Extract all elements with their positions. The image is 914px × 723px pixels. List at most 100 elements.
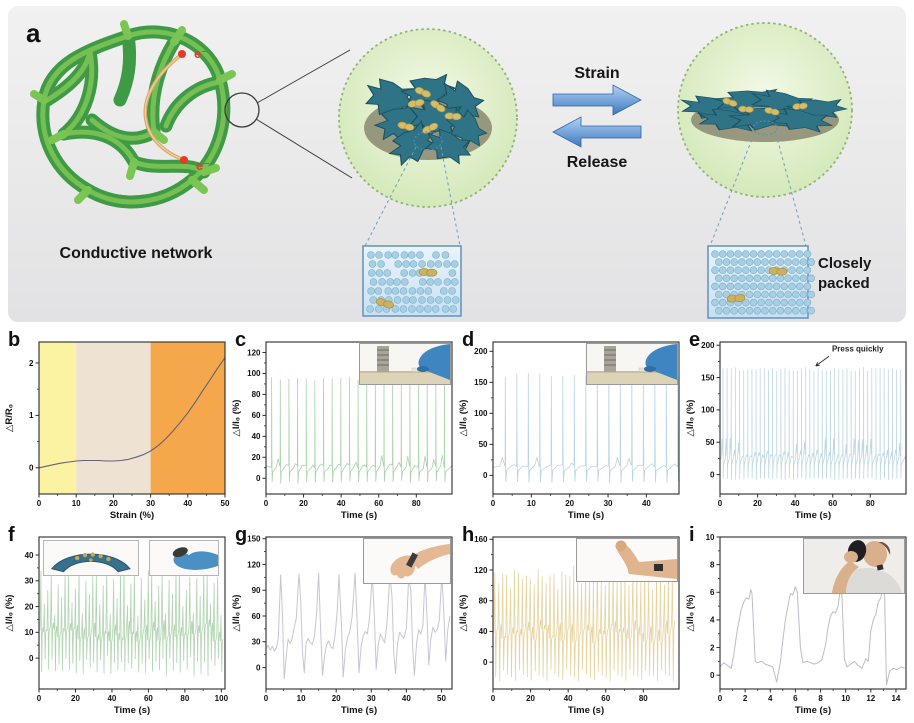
panel-d-plot-frame	[492, 341, 680, 495]
panel-e-ylabel: △I/I₀ (%)	[685, 400, 696, 437]
packed-sphere	[784, 290, 792, 299]
panel-i-y-tick: 0	[710, 671, 715, 680]
panel-i-trace	[720, 586, 905, 686]
panel-c-y-tick: 80	[252, 390, 261, 399]
panel-d-chart: 0 10 20 30 40 0 50 100 150 200 Time (s) △I/I₀ (%)	[458, 341, 680, 521]
panel-f-y-tick: 40	[25, 551, 34, 560]
inset-photo-drinking	[803, 538, 905, 594]
packed-sphere	[726, 250, 735, 258]
packed-sphere	[788, 266, 796, 275]
packed-sphere	[711, 298, 719, 307]
panel-b-x-tick: 20	[109, 499, 118, 508]
packed-sphere	[757, 266, 766, 275]
panel-d-y-tick: 150	[474, 378, 488, 387]
panel-f-xlabel: Time (s)	[114, 705, 150, 716]
packed-sphere	[745, 306, 754, 315]
packed-sphere	[718, 298, 727, 307]
packed-sphere	[780, 298, 789, 307]
panel-d-y-tick: 100	[474, 409, 488, 418]
packed-sphere	[791, 258, 800, 266]
table-surface	[360, 371, 450, 384]
packed-sphere	[391, 305, 400, 313]
packed-sphere	[443, 260, 451, 268]
fist	[615, 540, 627, 552]
packed-sphere	[757, 298, 766, 307]
packed-sphere	[714, 290, 723, 299]
panel-h-y-tick: 120	[474, 566, 488, 575]
panel-g-y-tick: 150	[247, 535, 261, 544]
panel-h-y-tick: 80	[479, 597, 488, 606]
panel-i-x-tick: 0	[718, 694, 723, 703]
packed-sphere	[449, 305, 458, 313]
panel-h-y-tick: 40	[479, 627, 488, 636]
panel-g-x-tick: 50	[437, 694, 446, 703]
panel-d-ylabel: △I/I₀ (%)	[458, 400, 469, 437]
packed-sphere	[745, 258, 754, 266]
packed-sphere	[772, 250, 781, 258]
packed-sphere	[434, 296, 443, 304]
packed-sphere	[399, 287, 408, 295]
panel-b-x-tick: 0	[37, 499, 42, 508]
panel-g-x-tick: 40	[402, 694, 411, 703]
panel-h: h 0 20 40 60 80 0 40 80 120 160 Time (s) △I/I₀ (%)	[457, 524, 684, 719]
panel-e-x-tick: 60	[828, 499, 837, 508]
panel-i-letter: i	[689, 524, 695, 546]
zoom-line-bottom	[255, 118, 353, 179]
panel-f-y-tick: 10	[25, 628, 34, 637]
packed-sphere	[734, 250, 742, 258]
panel-d-y-tick: 0	[483, 471, 488, 480]
panel-g-x-tick: 30	[367, 694, 376, 703]
packed-sphere	[434, 260, 443, 268]
panel-b-trace	[39, 357, 225, 469]
packed-sphere	[426, 278, 435, 286]
panel-c-trace	[266, 376, 452, 484]
magnify-line-left-1	[364, 146, 417, 247]
panel-c-x-tick: 40	[337, 499, 346, 508]
packed-sphere	[757, 250, 766, 258]
panel-d-y-tick: 50	[479, 440, 488, 449]
zoom-circle-icon	[224, 92, 260, 128]
packed-sphere	[448, 287, 456, 295]
packed-sphere	[807, 306, 816, 315]
panel-d-trace	[493, 372, 679, 484]
panel-g-x-tick: 0	[264, 694, 269, 703]
panel-b-band-2	[150, 342, 225, 494]
panel-f-y-tick: 0	[29, 654, 34, 663]
gloved-finger	[645, 344, 677, 380]
panel-g-y-tick: 120	[247, 560, 261, 569]
panel-f-y-tick: 30	[25, 577, 34, 586]
packed-sphere	[424, 287, 433, 295]
panel-c-x-tick: 20	[299, 499, 308, 508]
packed-sphere	[749, 266, 758, 275]
panel-d: d 0 10 20 30 40 0 50 100 150 200 Time (s) △I/I₀ (%)	[457, 329, 684, 524]
packed-sphere	[722, 258, 731, 266]
panel-c-ylabel: △I/I₀ (%)	[231, 400, 242, 437]
packed-sphere	[768, 290, 777, 299]
packed-sphere	[416, 251, 424, 259]
packed-sphere	[400, 251, 409, 259]
panel-b-band-0	[39, 342, 77, 494]
packed-sphere	[418, 278, 427, 286]
panel-i-ylabel: △I/I₀ (%)	[685, 595, 696, 632]
packed-sphere	[366, 305, 374, 313]
electron-label-bottom: e⁻	[196, 158, 210, 173]
panel-f-y-tick: 20	[25, 602, 34, 611]
packed-sphere	[791, 274, 800, 283]
panel-h-trace	[493, 565, 675, 682]
packed-sphere	[803, 250, 812, 258]
packed-sphere	[374, 287, 383, 295]
panel-b-x-tick: 10	[72, 499, 81, 508]
packed-sphere	[807, 290, 816, 299]
panel-i-y-tick: 2	[710, 643, 715, 652]
packed-sphere	[367, 269, 376, 277]
panel-f-x-tick: 20	[71, 694, 80, 703]
packed-sphere	[765, 282, 773, 291]
packed-sphere	[726, 282, 735, 291]
packed-sphere	[768, 258, 777, 266]
panel-b-ylabel: △R/R₀	[4, 404, 15, 432]
panel-g-ylabel: △I/I₀ (%)	[231, 595, 242, 632]
panel-e-y-tick: 0	[710, 470, 715, 479]
panel-g-y-tick: 60	[252, 612, 261, 621]
packed-sphere	[772, 282, 781, 291]
electron-dot-bottom	[180, 156, 188, 164]
